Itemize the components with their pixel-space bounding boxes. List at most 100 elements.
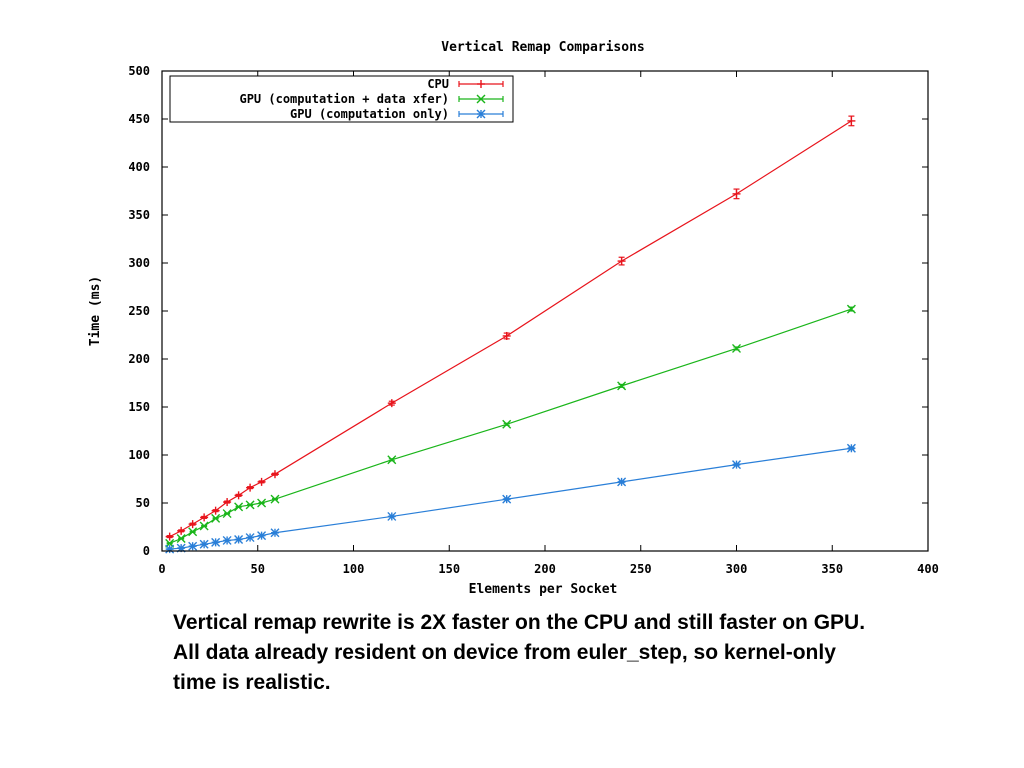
data-point-stroke xyxy=(732,343,741,353)
data-point xyxy=(846,443,856,453)
data-point-stroke xyxy=(617,477,627,487)
data-point-stroke xyxy=(257,531,267,541)
data-point-stroke xyxy=(211,513,221,523)
x-axis-label: Elements per Socket xyxy=(469,582,618,597)
data-point xyxy=(234,491,243,500)
data-point xyxy=(222,509,232,519)
data-point xyxy=(502,494,512,504)
data-point-stroke xyxy=(387,455,397,465)
legend-box xyxy=(169,75,514,123)
x-tick-label: 50 xyxy=(251,562,265,576)
data-point xyxy=(257,477,266,486)
legend-marker-stroke xyxy=(476,94,486,104)
data-point-stroke xyxy=(846,304,856,314)
data-point-stroke xyxy=(165,544,175,554)
data-point-stroke xyxy=(222,535,232,545)
data-point xyxy=(245,500,255,510)
data-point xyxy=(617,381,627,391)
line-chart: Vertical Remap Comparisons Elements per … xyxy=(88,40,939,597)
data-point xyxy=(200,513,209,522)
data-point xyxy=(245,533,255,543)
y-axis-label: Time (ms) xyxy=(88,276,103,346)
data-point xyxy=(732,460,741,470)
x-tick-label: 100 xyxy=(343,562,365,576)
data-point-stroke xyxy=(270,494,280,504)
data-point-stroke xyxy=(732,460,741,470)
data-point xyxy=(502,419,512,429)
data-point xyxy=(847,116,856,125)
data-point xyxy=(270,494,280,504)
data-point-stroke xyxy=(188,527,198,537)
caption-line-3: time is realistic. xyxy=(173,671,331,694)
y-tick-label: 300 xyxy=(128,256,150,270)
legend-marker xyxy=(477,80,485,88)
data-point-stroke xyxy=(270,528,280,538)
data-point xyxy=(846,304,856,314)
y-tick-group: 0 50 100 150 200 250 300 350 400 450 500 xyxy=(128,64,928,558)
data-point-stroke xyxy=(387,511,397,521)
series-0 xyxy=(165,115,856,541)
y-tick-label: 250 xyxy=(128,304,150,318)
data-point xyxy=(199,521,209,531)
x-tick-label: 300 xyxy=(726,562,748,576)
y-tick-label: 450 xyxy=(128,112,150,126)
data-point-stroke xyxy=(176,534,186,544)
data-point xyxy=(246,483,255,492)
legend-marker-stroke xyxy=(476,109,486,119)
plot-frame xyxy=(161,70,929,552)
legend-marker xyxy=(476,109,486,119)
data-point xyxy=(165,544,175,554)
data-point xyxy=(270,470,279,479)
caption-line-1: Vertical remap rewrite is 2X faster on t… xyxy=(173,611,866,634)
data-point xyxy=(211,537,221,547)
data-point-stroke xyxy=(234,502,244,512)
chart-title: Vertical Remap Comparisons xyxy=(441,40,645,55)
data-point-stroke xyxy=(199,521,209,531)
data-point xyxy=(211,513,221,523)
data-point xyxy=(188,527,198,537)
data-point-stroke xyxy=(199,539,209,549)
x-tick-label: 250 xyxy=(630,562,652,576)
data-point-stroke xyxy=(188,541,198,551)
data-point-stroke xyxy=(234,534,244,544)
data-point xyxy=(387,399,396,408)
data-point xyxy=(176,534,186,544)
data-point xyxy=(732,189,741,198)
data-point xyxy=(188,520,197,529)
data-point-stroke xyxy=(211,537,221,547)
slide-caption: Vertical remap rewrite is 2X faster on t… xyxy=(173,608,933,698)
data-point xyxy=(270,528,280,538)
data-point xyxy=(234,534,244,544)
data-point xyxy=(199,539,209,549)
series-layer xyxy=(165,115,856,554)
legend-label: GPU (computation + data xfer) xyxy=(239,92,449,106)
data-point-stroke xyxy=(617,381,627,391)
data-point xyxy=(732,343,741,353)
y-tick-label: 0 xyxy=(143,544,150,558)
data-point xyxy=(211,506,220,515)
data-point xyxy=(502,331,511,340)
x-tick-label: 150 xyxy=(438,562,460,576)
y-tick-label: 500 xyxy=(128,64,150,78)
data-point-stroke xyxy=(502,494,512,504)
x-tick-label: 0 xyxy=(158,562,165,576)
data-point-stroke xyxy=(502,419,512,429)
y-tick-label: 350 xyxy=(128,208,150,222)
legend-label: GPU (computation only) xyxy=(290,107,449,121)
data-point xyxy=(617,257,626,266)
data-point xyxy=(165,532,174,541)
x-tick-label: 350 xyxy=(821,562,843,576)
y-tick-label: 200 xyxy=(128,352,150,366)
data-point xyxy=(188,541,198,551)
caption-line-2: All data already resident on device from… xyxy=(173,641,836,664)
data-point xyxy=(617,477,627,487)
data-point-stroke xyxy=(245,533,255,543)
data-point xyxy=(177,526,186,535)
x-tick-label: 400 xyxy=(917,562,939,576)
x-tick-group: 0 50 100 150 200 250 300 350 400 xyxy=(158,71,939,576)
data-point xyxy=(257,498,267,508)
series-1 xyxy=(165,304,856,548)
data-point xyxy=(257,531,267,541)
y-tick-label: 150 xyxy=(128,400,150,414)
